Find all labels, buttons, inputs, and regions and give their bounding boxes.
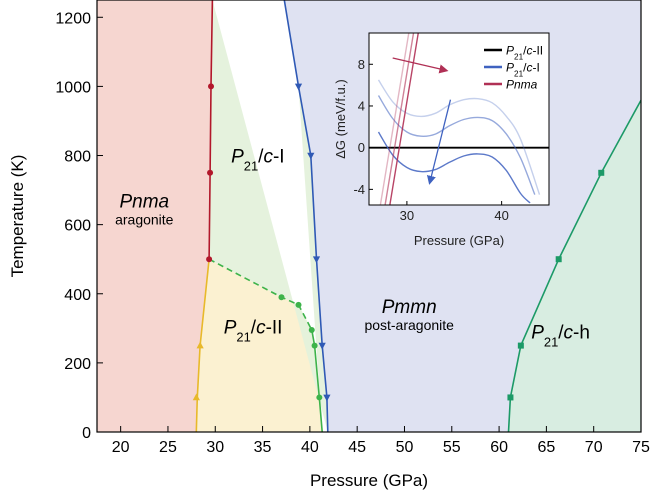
y-tick-label-1: 200 xyxy=(64,356,91,373)
x-axis-ticks: 20 25 30 35 40 45 50 55 60 65 70 75 xyxy=(112,426,650,456)
inset-series-line-3 xyxy=(377,131,531,204)
y-tick-label-5: 1000 xyxy=(55,79,91,96)
y-tick-label-6: 1200 xyxy=(55,10,91,27)
region-label-pmmn: Pmmn xyxy=(382,297,437,318)
plot-frame xyxy=(96,0,642,433)
marker-1-0 xyxy=(192,393,200,401)
marker-3-2 xyxy=(308,327,315,334)
marker-5-3 xyxy=(598,169,605,176)
inset-arrows xyxy=(392,57,452,185)
marker-4-0 xyxy=(311,342,318,349)
inset-x-tick-label-1: 40 xyxy=(494,208,508,223)
region-p21c-i xyxy=(209,0,328,432)
boundary-line-3 xyxy=(208,258,313,331)
x-tick-label-9: 65 xyxy=(537,439,555,456)
x-tick-label-3: 35 xyxy=(254,439,272,456)
region-label-p21c_I: P21/c-I xyxy=(231,146,284,173)
boundary-line-0 xyxy=(208,0,214,260)
inset-series-line-2 xyxy=(377,95,536,195)
y-tick-label-4: 800 xyxy=(64,149,91,166)
x-tick-label-10: 70 xyxy=(585,439,603,456)
x-tick-label-7: 55 xyxy=(443,439,461,456)
inset-series-line-4 xyxy=(379,33,410,205)
region-p21c-h xyxy=(508,100,641,432)
legend-label-2: Pnma xyxy=(506,78,538,92)
y-axis-ticks: 0 200 400 600 800 1000 1200 xyxy=(55,10,103,442)
y-tick-label-3: 600 xyxy=(64,218,91,235)
boundary-line-5 xyxy=(507,99,641,432)
inset-y-axis-label: ΔG (meV/f.u.) xyxy=(333,79,348,158)
marker-5-1 xyxy=(517,342,524,349)
marker-2-4 xyxy=(323,394,331,402)
marker-2-1 xyxy=(307,152,315,160)
legend-label-1: P21/c-I xyxy=(506,61,540,79)
inset-arrow-0 xyxy=(392,57,449,74)
inset-series xyxy=(369,33,549,205)
inset-y-tick-label-0: -4 xyxy=(353,182,365,197)
region-label-p21c_II: P21/c-II xyxy=(224,318,283,345)
marker-3-0 xyxy=(278,294,285,301)
x-axis-label: Pressure (GPa) xyxy=(310,471,428,490)
inset-arrow-1 xyxy=(426,99,452,185)
boundary-line-4 xyxy=(311,329,323,432)
x-tick-label-4: 40 xyxy=(301,439,319,456)
marker-2-3 xyxy=(318,342,326,350)
x-tick-label-5: 45 xyxy=(348,439,366,456)
y-axis-label: Temperature (K) xyxy=(8,155,27,278)
x-tick-label-6: 50 xyxy=(396,439,414,456)
region-label-p21c_h: P21/c-h xyxy=(531,323,590,350)
marker-2-0 xyxy=(294,83,303,91)
x-tick-label-1: 25 xyxy=(159,439,177,456)
inset-x-tick-label-0: 30 xyxy=(400,208,414,223)
inset-x-axis-label: Pressure (GPa) xyxy=(414,233,504,248)
marker-5-0 xyxy=(507,394,514,401)
region-p21c-ii xyxy=(196,259,323,432)
boundary-markers xyxy=(192,83,605,402)
y-tick-label-2: 400 xyxy=(64,287,91,304)
region-label-pnma: Pnma xyxy=(119,191,169,212)
y-tick-label-0: 0 xyxy=(82,425,91,442)
inset-y-tick-label-3: 8 xyxy=(358,57,365,72)
marker-0-1 xyxy=(207,169,214,176)
boundary-line-1 xyxy=(195,259,210,432)
inset-y-tick-label-1: 0 xyxy=(358,140,365,155)
x-tick-label-8: 60 xyxy=(490,439,508,456)
region-pnma xyxy=(97,0,213,432)
marker-4-1 xyxy=(316,394,323,401)
region-sublabel-pmmn: post-aragonite xyxy=(364,317,454,333)
marker-3-1 xyxy=(295,301,302,308)
region-sublabel-pnma: aragonite xyxy=(115,211,174,227)
x-tick-label-0: 20 xyxy=(112,439,130,456)
legend-label-0: P21/c-II xyxy=(506,44,543,62)
marker-2-2 xyxy=(312,256,321,264)
inset-ticks: 30 40 -4 0 4 8 xyxy=(353,57,508,223)
marker-5-2 xyxy=(555,256,562,263)
marker-0-2 xyxy=(208,83,215,90)
x-tick-label-2: 30 xyxy=(206,439,224,456)
inset-series-line-6 xyxy=(389,33,419,205)
marker-0-0 xyxy=(206,256,213,263)
inset-frame xyxy=(368,32,550,206)
inset-y-tick-label-2: 4 xyxy=(358,98,365,113)
x-tick-label-11: 75 xyxy=(632,439,650,456)
marker-1-1 xyxy=(196,341,204,349)
